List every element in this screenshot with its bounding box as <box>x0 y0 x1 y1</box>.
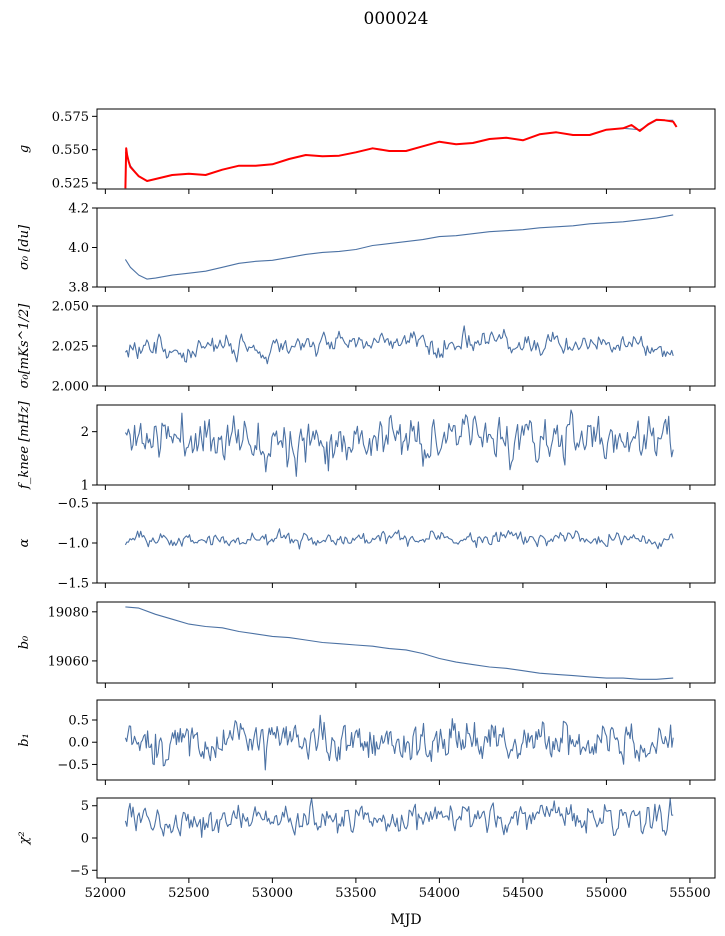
plot-area-6 <box>125 606 674 680</box>
series-line-1-2 <box>124 118 678 189</box>
series-line-5-1 <box>124 528 674 550</box>
y-tick-label: −0.5 <box>57 758 89 773</box>
y-tick-label: 3.8 <box>68 281 89 296</box>
series-line-8-1 <box>124 798 674 838</box>
y-tick-label: 2.025 <box>52 340 89 355</box>
y-axis-label-3: σ₀[mKs^1/2] <box>17 303 32 389</box>
subplot-6: 19080 19060 b₀ <box>17 601 716 688</box>
axes-frame-1 <box>96 108 716 190</box>
x-tick-label: 52500 <box>168 886 209 901</box>
plot-area-8 <box>124 798 674 838</box>
y-tick-label: 1 <box>81 479 89 494</box>
series-line-2-1 <box>124 214 674 280</box>
axes-frame-6 <box>96 601 716 684</box>
y-axis-label-6: b₀ <box>17 635 32 649</box>
plot-area-7 <box>124 714 674 771</box>
y-tick-label: 0.5 <box>68 714 89 729</box>
subplot-3: 2.050 2.025 2.000 σ₀[mKs^1/2] <box>17 300 716 395</box>
y-tick-label: 4.0 <box>68 241 89 256</box>
figure-title: 000024 <box>364 9 429 29</box>
x-tick-label: 53000 <box>252 886 293 901</box>
y-tick-label: 0.550 <box>52 143 89 158</box>
y-axis-label-1: g <box>17 145 32 153</box>
plot-area-1 <box>124 118 678 189</box>
y-tick-label: 0.0 <box>68 736 89 751</box>
y-axis-label-7: b₁ <box>17 733 32 747</box>
y-tick-label: 2.000 <box>52 380 89 395</box>
series-line-6-1 <box>125 606 674 680</box>
y-axis-label-2: σ₀ [du] <box>17 224 32 270</box>
subplot-1: 0.575 0.550 0.525 g <box>17 108 716 194</box>
x-tick-label: 53500 <box>335 886 376 901</box>
y-tick-label: 2 <box>81 425 89 440</box>
plot-area-2 <box>124 214 674 280</box>
y-tick-label: 0.575 <box>52 110 89 125</box>
y-tick-label: 5 <box>81 799 89 814</box>
y-tick-label: −5 <box>70 864 89 879</box>
axes-frame-8 <box>96 797 716 879</box>
subplot-7: 0.5 0.0 −0.5 b₁ <box>17 699 716 785</box>
series-line-7-1 <box>124 714 674 771</box>
subplot-5: −0.5 −1.0 −1.5 α <box>17 497 716 592</box>
y-tick-label: 0 <box>81 832 89 847</box>
y-tick-label: 2.050 <box>52 300 89 315</box>
x-tick-label: 55000 <box>586 886 627 901</box>
axes-frame-4 <box>96 404 716 486</box>
x-tick-label: 54000 <box>419 886 460 901</box>
subplot-8: 5 0 −5 52000 52500 53000 53500 54000 54500 55000 5… <box>17 797 716 901</box>
axes-frame-2 <box>96 207 716 288</box>
y-axis-label-8: χ² <box>17 831 32 845</box>
x-tick-label: 54500 <box>502 886 543 901</box>
axes-frame-7 <box>96 699 716 781</box>
x-tick-label: 52000 <box>85 886 126 901</box>
x-tick-label: 55500 <box>669 886 710 901</box>
y-tick-label: 4.2 <box>68 202 89 217</box>
series-line-4-1 <box>124 409 674 477</box>
plot-area-3 <box>124 325 674 365</box>
axes-frame-3 <box>96 305 716 387</box>
y-axis-label-4: f_knee [mHz] <box>17 400 32 490</box>
y-tick-label: −0.5 <box>57 497 89 512</box>
y-tick-label: 19060 <box>48 654 89 669</box>
y-axis-label-5: α <box>17 538 32 547</box>
y-tick-label: 0.525 <box>52 177 89 192</box>
series-line-3-1 <box>124 325 674 365</box>
y-tick-label: −1.0 <box>57 537 89 552</box>
y-tick-label: −1.5 <box>57 577 89 592</box>
plot-area-4 <box>124 409 674 477</box>
y-tick-label: 19080 <box>48 605 89 620</box>
x-axis-label: MJD <box>390 912 421 928</box>
subplot-4: 2 1 f_knee [mHz] <box>17 400 716 494</box>
plot-area-5 <box>124 528 674 550</box>
subplot-2: 4.2 4.0 3.8 σ₀ [du] <box>17 202 716 296</box>
